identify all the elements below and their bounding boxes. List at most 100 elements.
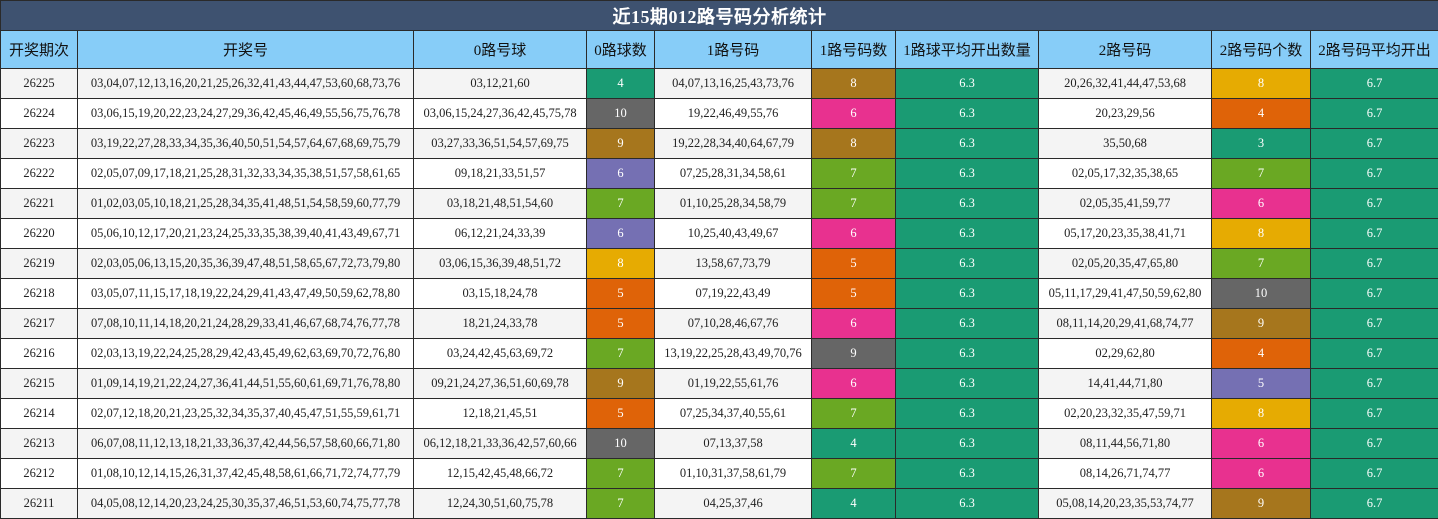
cell-route1-numbers: 04,25,37,46	[655, 489, 812, 519]
cell-route0-count: 8	[587, 249, 655, 279]
cell-route0-balls: 18,21,24,33,78	[414, 309, 587, 339]
cell-period: 26216	[1, 339, 78, 369]
cell-period: 26214	[1, 399, 78, 429]
cell-route2-numbers: 05,17,20,23,35,38,41,71	[1039, 219, 1212, 249]
cell-route0-count: 9	[587, 129, 655, 159]
cell-route2-numbers: 14,41,44,71,80	[1039, 369, 1212, 399]
cell-route1-numbers: 01,10,31,37,58,61,79	[655, 459, 812, 489]
cell-route1-average: 6.3	[896, 159, 1039, 189]
cell-route1-count: 6	[812, 219, 896, 249]
cell-route2-average: 6.7	[1311, 399, 1438, 429]
cell-route1-count: 9	[812, 339, 896, 369]
cell-route2-count: 8	[1212, 219, 1311, 249]
cell-route0-balls: 03,06,15,24,27,36,42,45,75,78	[414, 99, 587, 129]
cell-route2-numbers: 02,05,17,32,35,38,65	[1039, 159, 1212, 189]
cell-draw-numbers: 03,05,07,11,15,17,18,19,22,24,29,41,43,4…	[78, 279, 414, 309]
cell-route0-count: 7	[587, 459, 655, 489]
header-route1-count: 1路号码数	[812, 31, 896, 69]
cell-route2-average: 6.7	[1311, 489, 1438, 519]
cell-period: 26213	[1, 429, 78, 459]
cell-route2-numbers: 02,05,35,41,59,77	[1039, 189, 1212, 219]
cell-route1-count: 5	[812, 279, 896, 309]
header-route1-numbers: 1路号码	[655, 31, 812, 69]
cell-route1-average: 6.3	[896, 459, 1039, 489]
header-period: 开奖期次	[1, 31, 78, 69]
cell-route2-count: 7	[1212, 249, 1311, 279]
cell-route2-average: 6.7	[1311, 339, 1438, 369]
cell-draw-numbers: 03,04,07,12,13,16,20,21,25,26,32,41,43,4…	[78, 69, 414, 99]
cell-route2-average: 6.7	[1311, 159, 1438, 189]
cell-route2-count: 3	[1212, 129, 1311, 159]
cell-period: 26223	[1, 129, 78, 159]
cell-route1-numbers: 19,22,28,34,40,64,67,79	[655, 129, 812, 159]
cell-draw-numbers: 02,05,07,09,17,18,21,25,28,31,32,33,34,3…	[78, 159, 414, 189]
cell-route1-numbers: 04,07,13,16,25,43,73,76	[655, 69, 812, 99]
cell-route0-balls: 09,18,21,33,51,57	[414, 159, 587, 189]
cell-route0-count: 7	[587, 189, 655, 219]
header-numbers: 开奖号	[78, 31, 414, 69]
cell-route0-count: 7	[587, 339, 655, 369]
cell-route2-average: 6.7	[1311, 129, 1438, 159]
cell-period: 26212	[1, 459, 78, 489]
cell-route1-average: 6.3	[896, 309, 1039, 339]
table-title: 近15期012路号码分析统计	[1, 1, 1438, 31]
cell-route0-balls: 09,21,24,27,36,51,60,69,78	[414, 369, 587, 399]
cell-route2-count: 6	[1212, 429, 1311, 459]
cell-period: 26221	[1, 189, 78, 219]
cell-period: 26220	[1, 219, 78, 249]
cell-route1-numbers: 01,10,25,28,34,58,79	[655, 189, 812, 219]
cell-route1-numbers: 01,19,22,55,61,76	[655, 369, 812, 399]
cell-route1-average: 6.3	[896, 219, 1039, 249]
cell-route1-count: 6	[812, 99, 896, 129]
cell-route1-average: 6.3	[896, 399, 1039, 429]
cell-period: 26215	[1, 369, 78, 399]
cell-route1-numbers: 19,22,46,49,55,76	[655, 99, 812, 129]
cell-route1-numbers: 07,10,28,46,67,76	[655, 309, 812, 339]
cell-route2-numbers: 02,20,23,32,35,47,59,71	[1039, 399, 1212, 429]
cell-route1-average: 6.3	[896, 279, 1039, 309]
cell-route1-average: 6.3	[896, 489, 1039, 519]
cell-route2-average: 6.7	[1311, 189, 1438, 219]
cell-route0-balls: 06,12,18,21,33,36,42,57,60,66	[414, 429, 587, 459]
cell-route1-numbers: 07,19,22,43,49	[655, 279, 812, 309]
cell-draw-numbers: 02,03,05,06,13,15,20,35,36,39,47,48,51,5…	[78, 249, 414, 279]
cell-route2-average: 6.7	[1311, 219, 1438, 249]
cell-route2-numbers: 20,23,29,56	[1039, 99, 1212, 129]
cell-route1-count: 8	[812, 129, 896, 159]
cell-route1-average: 6.3	[896, 129, 1039, 159]
cell-route2-count: 7	[1212, 159, 1311, 189]
cell-route0-count: 6	[587, 219, 655, 249]
cell-route1-numbers: 07,25,34,37,40,55,61	[655, 399, 812, 429]
cell-route2-numbers: 08,14,26,71,74,77	[1039, 459, 1212, 489]
cell-route0-balls: 12,15,42,45,48,66,72	[414, 459, 587, 489]
cell-route1-average: 6.3	[896, 429, 1039, 459]
cell-draw-numbers: 02,07,12,18,20,21,23,25,32,34,35,37,40,4…	[78, 399, 414, 429]
cell-period: 26211	[1, 489, 78, 519]
cell-route1-average: 6.3	[896, 249, 1039, 279]
cell-route2-count: 9	[1212, 489, 1311, 519]
cell-route0-balls: 03,15,18,24,78	[414, 279, 587, 309]
cell-draw-numbers: 01,02,03,05,10,18,21,25,28,34,35,41,48,5…	[78, 189, 414, 219]
title-row: 近15期012路号码分析统计	[1, 1, 1438, 31]
cell-route2-numbers: 08,11,44,56,71,80	[1039, 429, 1212, 459]
cell-route2-average: 6.7	[1311, 249, 1438, 279]
cell-route1-numbers: 10,25,40,43,49,67	[655, 219, 812, 249]
cell-route0-balls: 03,06,15,36,39,48,51,72	[414, 249, 587, 279]
cell-route0-count: 4	[587, 69, 655, 99]
cell-route0-count: 10	[587, 99, 655, 129]
cell-draw-numbers: 07,08,10,11,14,18,20,21,24,28,29,33,41,4…	[78, 309, 414, 339]
cell-route1-count: 7	[812, 159, 896, 189]
cell-route2-average: 6.7	[1311, 429, 1438, 459]
cell-route0-balls: 03,24,42,45,63,69,72	[414, 339, 587, 369]
cell-period: 26224	[1, 99, 78, 129]
